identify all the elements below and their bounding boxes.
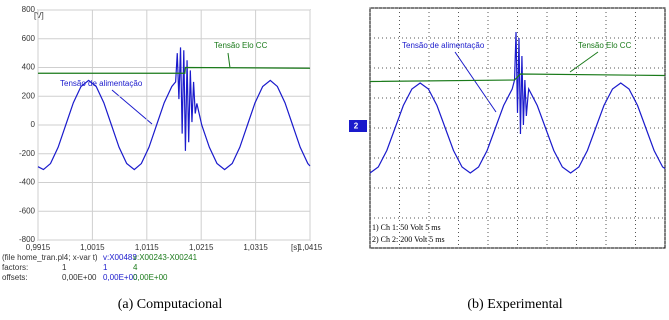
y-tick-label: 600 bbox=[22, 34, 36, 43]
caption: (a) Computacional bbox=[118, 297, 223, 312]
annotation: Tensão de alimentação bbox=[60, 79, 143, 88]
x-tick-label: 0,9915 bbox=[26, 243, 51, 252]
footer-text: 0,00E+00 bbox=[133, 273, 168, 282]
x-tick-label: 1,0415 bbox=[298, 243, 323, 252]
footer-text: 1 bbox=[62, 263, 67, 272]
y-tick-label: 200 bbox=[22, 91, 36, 100]
y-tick-label: 400 bbox=[22, 63, 36, 72]
caption: (b) Experimental bbox=[467, 297, 562, 312]
y-tick-label: 0 bbox=[31, 120, 36, 129]
x-tick-label: 1,0015 bbox=[80, 243, 105, 252]
annotation: Tensão de alimentação bbox=[402, 41, 485, 50]
y-unit: [V] bbox=[34, 11, 44, 20]
y-tick-label: -200 bbox=[19, 149, 36, 158]
annotation: Tensão Elo CC bbox=[578, 41, 632, 50]
footer-text: (file home_tran.pl4; x-var t) bbox=[2, 253, 98, 262]
y-tick-label: -400 bbox=[19, 178, 36, 187]
x-tick-label: 1,0215 bbox=[189, 243, 214, 252]
y-tick-label: -600 bbox=[19, 206, 36, 215]
channel-info: 2) Ch 2: 200 Volt 5 ms bbox=[372, 235, 445, 244]
footer-text: 4 bbox=[133, 263, 138, 272]
channel-info: 1) Ch 1: 50 Volt 5 ms bbox=[372, 223, 441, 232]
channel-marker: 2 bbox=[354, 122, 359, 131]
x-tick-label: 1,0315 bbox=[243, 243, 268, 252]
footer-text: 0,00E+00 bbox=[62, 273, 97, 282]
footer-text: 1 bbox=[103, 263, 108, 272]
figure: Tensão de alimentação Tensão Elo CC [V] … bbox=[0, 0, 669, 320]
y-tick-label: 800 bbox=[22, 5, 36, 14]
footer-text: v:X00243-X00241 bbox=[133, 253, 198, 262]
x-tick-label: 1,0115 bbox=[135, 243, 159, 252]
annotation: Tensão Elo CC bbox=[214, 41, 268, 50]
footer-text: factors: bbox=[2, 263, 28, 272]
footer-text: offsets: bbox=[2, 273, 28, 282]
